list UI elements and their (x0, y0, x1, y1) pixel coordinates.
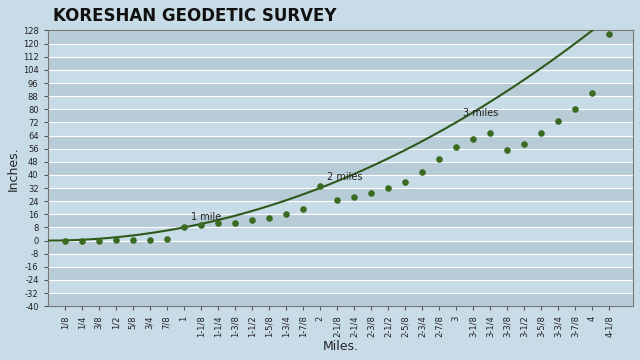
X-axis label: Miles.: Miles. (323, 340, 358, 353)
Point (127, 237, 138, 243)
Bar (47, 149, 633, 162)
Bar (47, 240, 633, 254)
Bar (47, 267, 633, 280)
Bar (47, 96, 633, 109)
Point (298, 206, 308, 211)
Point (315, 184, 325, 189)
Bar (47, 109, 633, 122)
Point (366, 190, 376, 196)
Point (145, 237, 155, 243)
Bar (47, 122, 633, 136)
Point (417, 169, 427, 175)
Point (332, 198, 342, 203)
Bar (47, 254, 633, 267)
Point (553, 118, 563, 123)
Text: 2 miles: 2 miles (327, 171, 362, 181)
Bar (47, 201, 633, 214)
Point (536, 130, 547, 136)
Point (196, 222, 206, 228)
Point (400, 179, 410, 185)
Point (60, 238, 70, 244)
Point (502, 148, 512, 153)
Point (247, 217, 257, 223)
Bar (47, 293, 633, 306)
Bar (47, 214, 633, 228)
Point (587, 90, 597, 96)
Point (179, 224, 189, 230)
Point (468, 136, 478, 142)
Point (281, 211, 291, 216)
Point (230, 220, 240, 226)
Bar (47, 175, 633, 188)
Point (162, 236, 172, 242)
Point (519, 141, 529, 147)
Point (212, 220, 223, 226)
Text: 3 miles: 3 miles (463, 108, 499, 118)
Point (383, 185, 393, 191)
Y-axis label: Inches.: Inches. (7, 146, 20, 191)
Text: 4 miles: 4 miles (0, 359, 1, 360)
Bar (47, 228, 633, 240)
Point (451, 144, 461, 150)
Bar (47, 44, 633, 57)
Point (111, 238, 121, 243)
Point (77, 238, 87, 244)
Bar (47, 83, 633, 96)
Point (93, 238, 104, 244)
Bar (47, 136, 633, 149)
Point (485, 130, 495, 136)
Bar (47, 188, 633, 201)
Bar (47, 31, 633, 44)
Point (604, 31, 614, 37)
Bar (47, 280, 633, 293)
Point (570, 107, 580, 112)
Text: KORESHAN GEODETIC SURVEY: KORESHAN GEODETIC SURVEY (54, 7, 337, 25)
Point (434, 157, 444, 162)
Text: 1 mile: 1 mile (191, 212, 221, 222)
Point (264, 215, 274, 220)
Bar (47, 70, 633, 83)
Bar (47, 57, 633, 70)
Point (349, 194, 359, 200)
Bar (47, 162, 633, 175)
